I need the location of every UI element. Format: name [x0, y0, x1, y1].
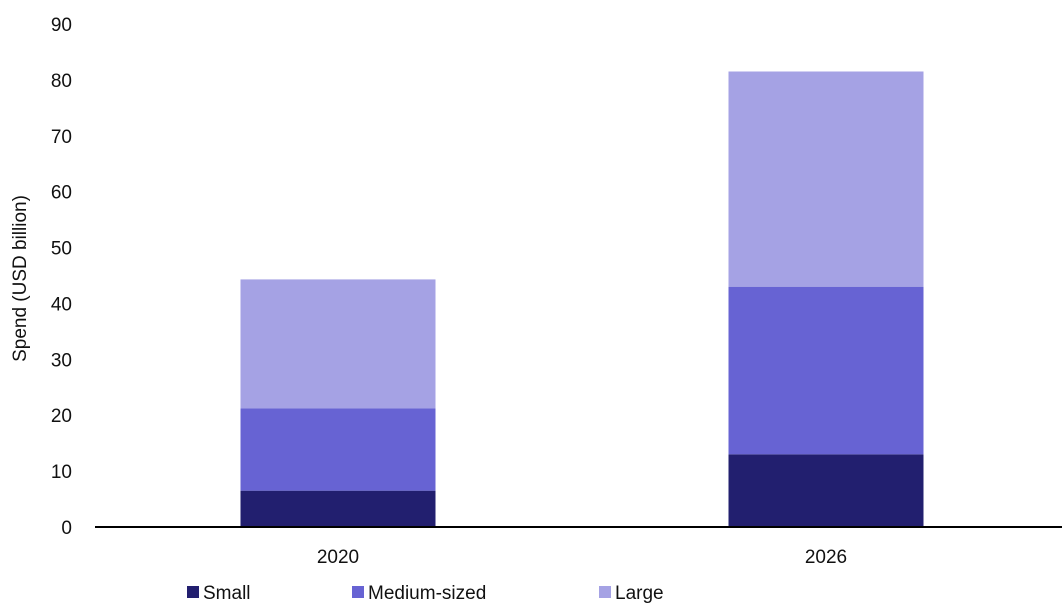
legend-label-small: Small	[203, 583, 251, 604]
y-tick-label: 50	[51, 239, 72, 260]
y-tick-label: 60	[51, 183, 72, 204]
bars-group	[240, 71, 924, 527]
bar-segment-medium-sized-2020	[240, 408, 436, 491]
bar-segment-small-2026	[728, 454, 924, 527]
x-axis-ticks: 2020 2026	[317, 547, 847, 568]
y-tick-label: 40	[51, 294, 72, 315]
y-axis-ticks: 0 10 20 30 40 50 60 70 80 90	[51, 15, 72, 539]
bar-segment-large-2020	[240, 279, 436, 409]
y-axis-title: Spend (USD billion)	[10, 195, 31, 362]
legend-swatch-medium-sized	[352, 586, 364, 598]
legend: Small Medium-sized Large	[187, 583, 664, 604]
y-tick-label: 70	[51, 127, 72, 148]
legend-swatch-small	[187, 586, 199, 598]
legend-swatch-large	[599, 586, 611, 598]
y-tick-label: 80	[51, 71, 72, 92]
y-tick-label: 30	[51, 350, 72, 371]
x-tick-label: 2020	[317, 547, 359, 568]
legend-label-large: Large	[615, 583, 664, 604]
y-tick-label: 20	[51, 406, 72, 427]
y-tick-label: 90	[51, 15, 72, 36]
legend-label-medium-sized: Medium-sized	[368, 583, 486, 604]
bar-segment-small-2020	[240, 490, 436, 527]
x-tick-label: 2026	[805, 547, 847, 568]
y-tick-label: 10	[51, 462, 72, 483]
y-tick-label: 0	[61, 518, 72, 539]
bar-segment-medium-sized-2026	[728, 286, 924, 455]
bar-segment-large-2026	[728, 71, 924, 287]
